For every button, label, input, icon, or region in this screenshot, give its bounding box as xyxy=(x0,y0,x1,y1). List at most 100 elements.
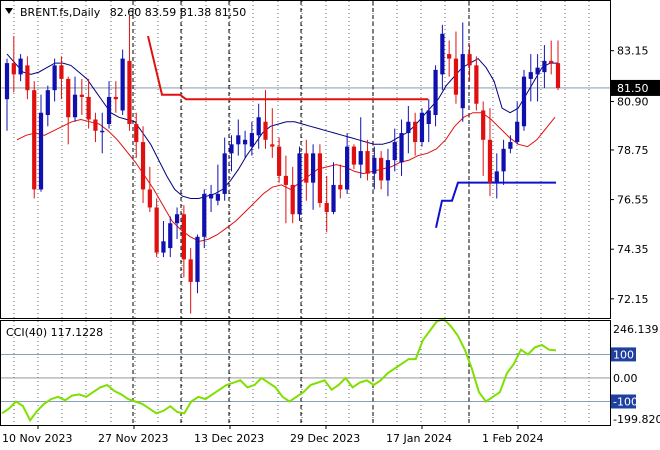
date-tick-label: 17 Jan 2024 xyxy=(386,432,452,445)
candle-body xyxy=(453,58,459,95)
candle-body xyxy=(494,171,499,183)
upper-band-line xyxy=(6,53,558,199)
candle-body xyxy=(324,202,329,212)
symbol-text: BRENT.fs xyxy=(20,6,69,19)
candle-body xyxy=(195,236,200,282)
price-tick-label: 76.55 xyxy=(617,194,649,207)
candle-body xyxy=(385,160,391,181)
candle-body xyxy=(433,69,438,115)
cci-top-value: 246.139 xyxy=(613,323,659,336)
resistance-line xyxy=(147,35,428,101)
candle-body xyxy=(379,157,384,181)
candle-body xyxy=(32,90,37,190)
date-tick-label: 1 Feb 2024 xyxy=(482,432,543,445)
candle-body xyxy=(372,157,377,174)
candle-body xyxy=(351,146,357,165)
price-tick-label: 74.35 xyxy=(617,243,649,256)
candle-body xyxy=(508,142,513,149)
candle-body xyxy=(45,90,50,115)
ohlc-text: 82.60 83.59 81.38 81.50 xyxy=(110,6,246,19)
current-price-tag xyxy=(610,79,660,96)
candle-body xyxy=(535,67,540,75)
candle-body xyxy=(555,63,561,88)
candle-body xyxy=(542,60,547,73)
candle-body xyxy=(79,94,84,97)
date-tick-label: 29 Dec 2023 xyxy=(290,432,360,445)
date-tick-label: 27 Nov 2023 xyxy=(98,432,168,445)
candle-body xyxy=(399,133,404,163)
cci-level-label: -100 xyxy=(613,395,638,408)
candle-body xyxy=(4,63,10,100)
candle-body xyxy=(120,58,125,111)
candle-body xyxy=(11,63,16,75)
candle-body xyxy=(501,148,506,172)
candle-body xyxy=(549,60,554,64)
cci-panel: 100 0.00 -100 246.139 -199.820 xyxy=(1,317,660,426)
candle-body xyxy=(304,153,309,183)
candle-body xyxy=(25,65,30,91)
candle-body xyxy=(161,241,166,253)
candle-body xyxy=(474,65,479,104)
candle-body xyxy=(521,76,527,127)
candle-body xyxy=(249,133,254,147)
candle-body xyxy=(440,33,445,75)
candle-body xyxy=(181,214,186,260)
candle-body xyxy=(215,193,220,201)
cci-line xyxy=(1,317,557,423)
cci-level-label: 100 xyxy=(613,348,634,361)
separator: , xyxy=(69,6,73,19)
candle-body xyxy=(419,112,425,143)
candle-body xyxy=(106,96,112,125)
dropdown-triangle-icon[interactable] xyxy=(5,8,13,14)
candle-body xyxy=(202,193,207,237)
candle-body xyxy=(481,110,486,140)
candle-body xyxy=(317,153,323,203)
candle-body xyxy=(487,139,493,183)
candle-body xyxy=(331,184,336,212)
candle-body xyxy=(168,223,173,249)
cci-bottom-value: -199.820 xyxy=(613,413,660,426)
candle-body xyxy=(447,54,452,59)
candle-body xyxy=(59,65,64,79)
price-tick-label: 83.15 xyxy=(617,45,649,58)
candle-body xyxy=(406,121,411,134)
vertical-grid xyxy=(13,1,590,425)
candle-body xyxy=(528,72,533,79)
candle-body xyxy=(345,146,350,190)
candle-body xyxy=(66,78,71,118)
candle-body xyxy=(256,117,261,136)
candle-body xyxy=(263,121,268,140)
candle-body xyxy=(18,58,23,75)
candle-body xyxy=(311,153,316,183)
candle-body xyxy=(229,144,234,154)
candle-body xyxy=(86,96,91,120)
candle-body xyxy=(392,142,397,161)
candle-body xyxy=(188,259,193,282)
candle-body xyxy=(297,153,302,215)
symbol-label: BRENT.fs,Daily 82.60 83.59 81.38 81.50 xyxy=(20,6,246,19)
date-tick-label: 13 Dec 2023 xyxy=(194,432,264,445)
cci-label: CCI(40) 117.1228 xyxy=(6,326,103,339)
cci-level-tag xyxy=(610,394,636,409)
candle-body xyxy=(147,189,152,208)
candle-body xyxy=(338,184,343,190)
levels xyxy=(147,35,556,228)
candle-body xyxy=(270,144,275,147)
current-price-text: 81.50 xyxy=(617,82,649,95)
candle-body xyxy=(276,146,282,176)
candle-body xyxy=(515,121,520,143)
timeframe-text: Daily xyxy=(72,6,100,19)
candle-body xyxy=(174,214,180,224)
candle-body xyxy=(358,151,363,165)
candle-body xyxy=(127,60,132,125)
candle-body xyxy=(38,112,44,190)
candle-body xyxy=(113,96,118,100)
candle-body xyxy=(242,139,248,145)
candle-body xyxy=(467,54,472,66)
support-line xyxy=(435,181,556,228)
date-tick-label: 10 Nov 2023 xyxy=(2,432,72,445)
candle-body xyxy=(93,119,98,131)
